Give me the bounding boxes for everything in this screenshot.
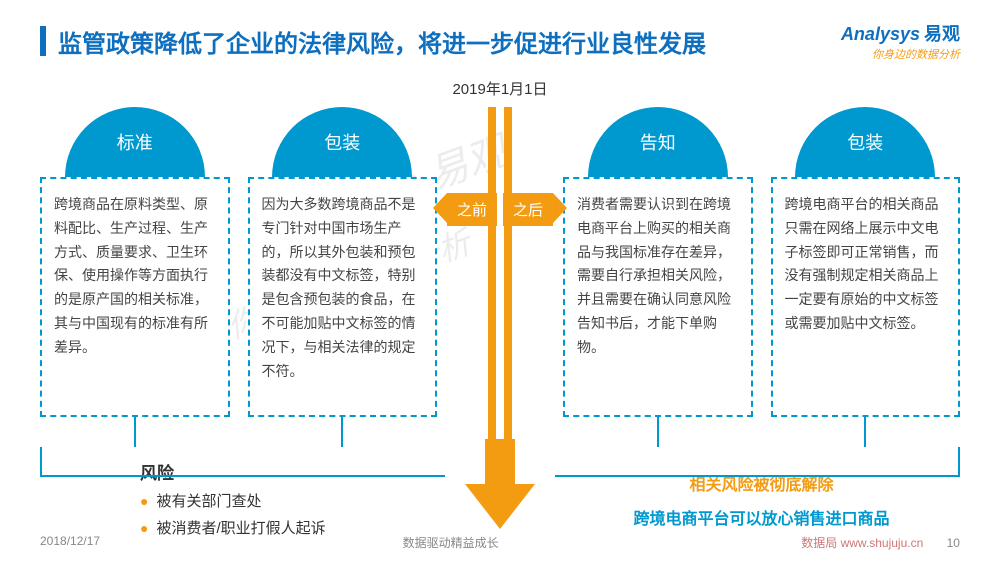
connector-tick [657,417,659,447]
logo-brand: Analysys易观 [841,20,960,46]
bullet-icon: ● [140,493,148,509]
footer-date: 2018/12/17 [40,534,100,551]
pivot-date: 2019年1月1日 [0,78,1000,99]
result-line-2: 跨境电商平台可以放心销售进口商品 [563,505,960,529]
transform-arrow-icon [465,439,535,529]
columns-row: 标准 跨境商品在原料类型、原料配比、生产过程、生产方式、质量要求、卫生环保、使用… [40,107,960,447]
right-bracket [555,447,960,477]
col-2: 包装 因为大多数跨境商品不是专门针对中国市场生产的，所以其外包装和预包装都没有中… [248,107,438,447]
vbar [504,107,512,447]
col-body: 跨境电商平台的相关商品只需在网络上展示中文电子标签即可正常销售，而没有强制规定相… [771,177,961,417]
diagram: 之前 之后 标准 跨境商品在原料类型、原料配比、生产过程、生产方式、质量要求、卫… [0,107,1000,447]
risk-text: 被有关部门查处 [156,493,261,510]
logo: Analysys易观 你身边的数据分析 [841,20,960,62]
bottom-center-arrow-wrap [455,459,545,538]
before-arrow: 之前 [447,193,497,226]
logo-cn: 易观 [924,24,960,44]
dome-label: 标准 [65,107,205,177]
dome-label: 告知 [588,107,728,177]
dome-label: 包装 [272,107,412,177]
col-body: 因为大多数跨境商品不是专门针对中国市场生产的，所以其外包装和预包装都没有中文标签… [248,177,438,417]
logo-en: Analysys [841,24,920,44]
connector-tick [134,417,136,447]
title-wrap: 监管政策降低了企业的法律风险，将进一步促进行业良性发展 [40,24,706,59]
page-title: 监管政策降低了企业的法律风险，将进一步促进行业良性发展 [58,24,706,59]
connector-tick [864,417,866,447]
col-body: 消费者需要认识到在跨境电商平台上购买的相关商品与我国标准存在差异，需要自行承担相… [563,177,753,417]
footer-center: 数据驱动精益成长 [403,534,499,551]
footer: 2018/12/17 数据驱动精益成长 数据局 www.shujuju.cn 1… [0,534,1000,551]
col-4: 包装 跨境电商平台的相关商品只需在网络上展示中文电子标签即可正常销售，而没有强制… [771,107,961,447]
center-gap [455,107,545,447]
col-1: 标准 跨境商品在原料类型、原料配比、生产过程、生产方式、质量要求、卫生环保、使用… [40,107,230,447]
footer-right-text: 数据局 www.shujuju.cn [801,536,923,550]
logo-tagline: 你身边的数据分析 [841,46,960,62]
risk-item: ● 被有关部门查处 [140,490,437,511]
header: 监管政策降低了企业的法律风险，将进一步促进行业良性发展 Analysys易观 你… [0,0,1000,72]
vbar [488,107,496,447]
after-arrow: 之后 [503,193,553,226]
center-vertical-bars [488,107,512,447]
col-3: 告知 消费者需要认识到在跨境电商平台上购买的相关商品与我国标准存在差异，需要自行… [563,107,753,447]
connector-tick [341,417,343,447]
col-body: 跨境商品在原料类型、原料配比、生产过程、生产方式、质量要求、卫生环保、使用操作等… [40,177,230,417]
left-bracket [40,447,445,477]
title-accent-bar [40,26,46,56]
before-after-arrows: 之前 之后 [447,193,553,226]
dome-label: 包装 [795,107,935,177]
page-number: 10 [947,536,960,550]
footer-source: 数据局 www.shujuju.cn 10 [801,534,960,551]
